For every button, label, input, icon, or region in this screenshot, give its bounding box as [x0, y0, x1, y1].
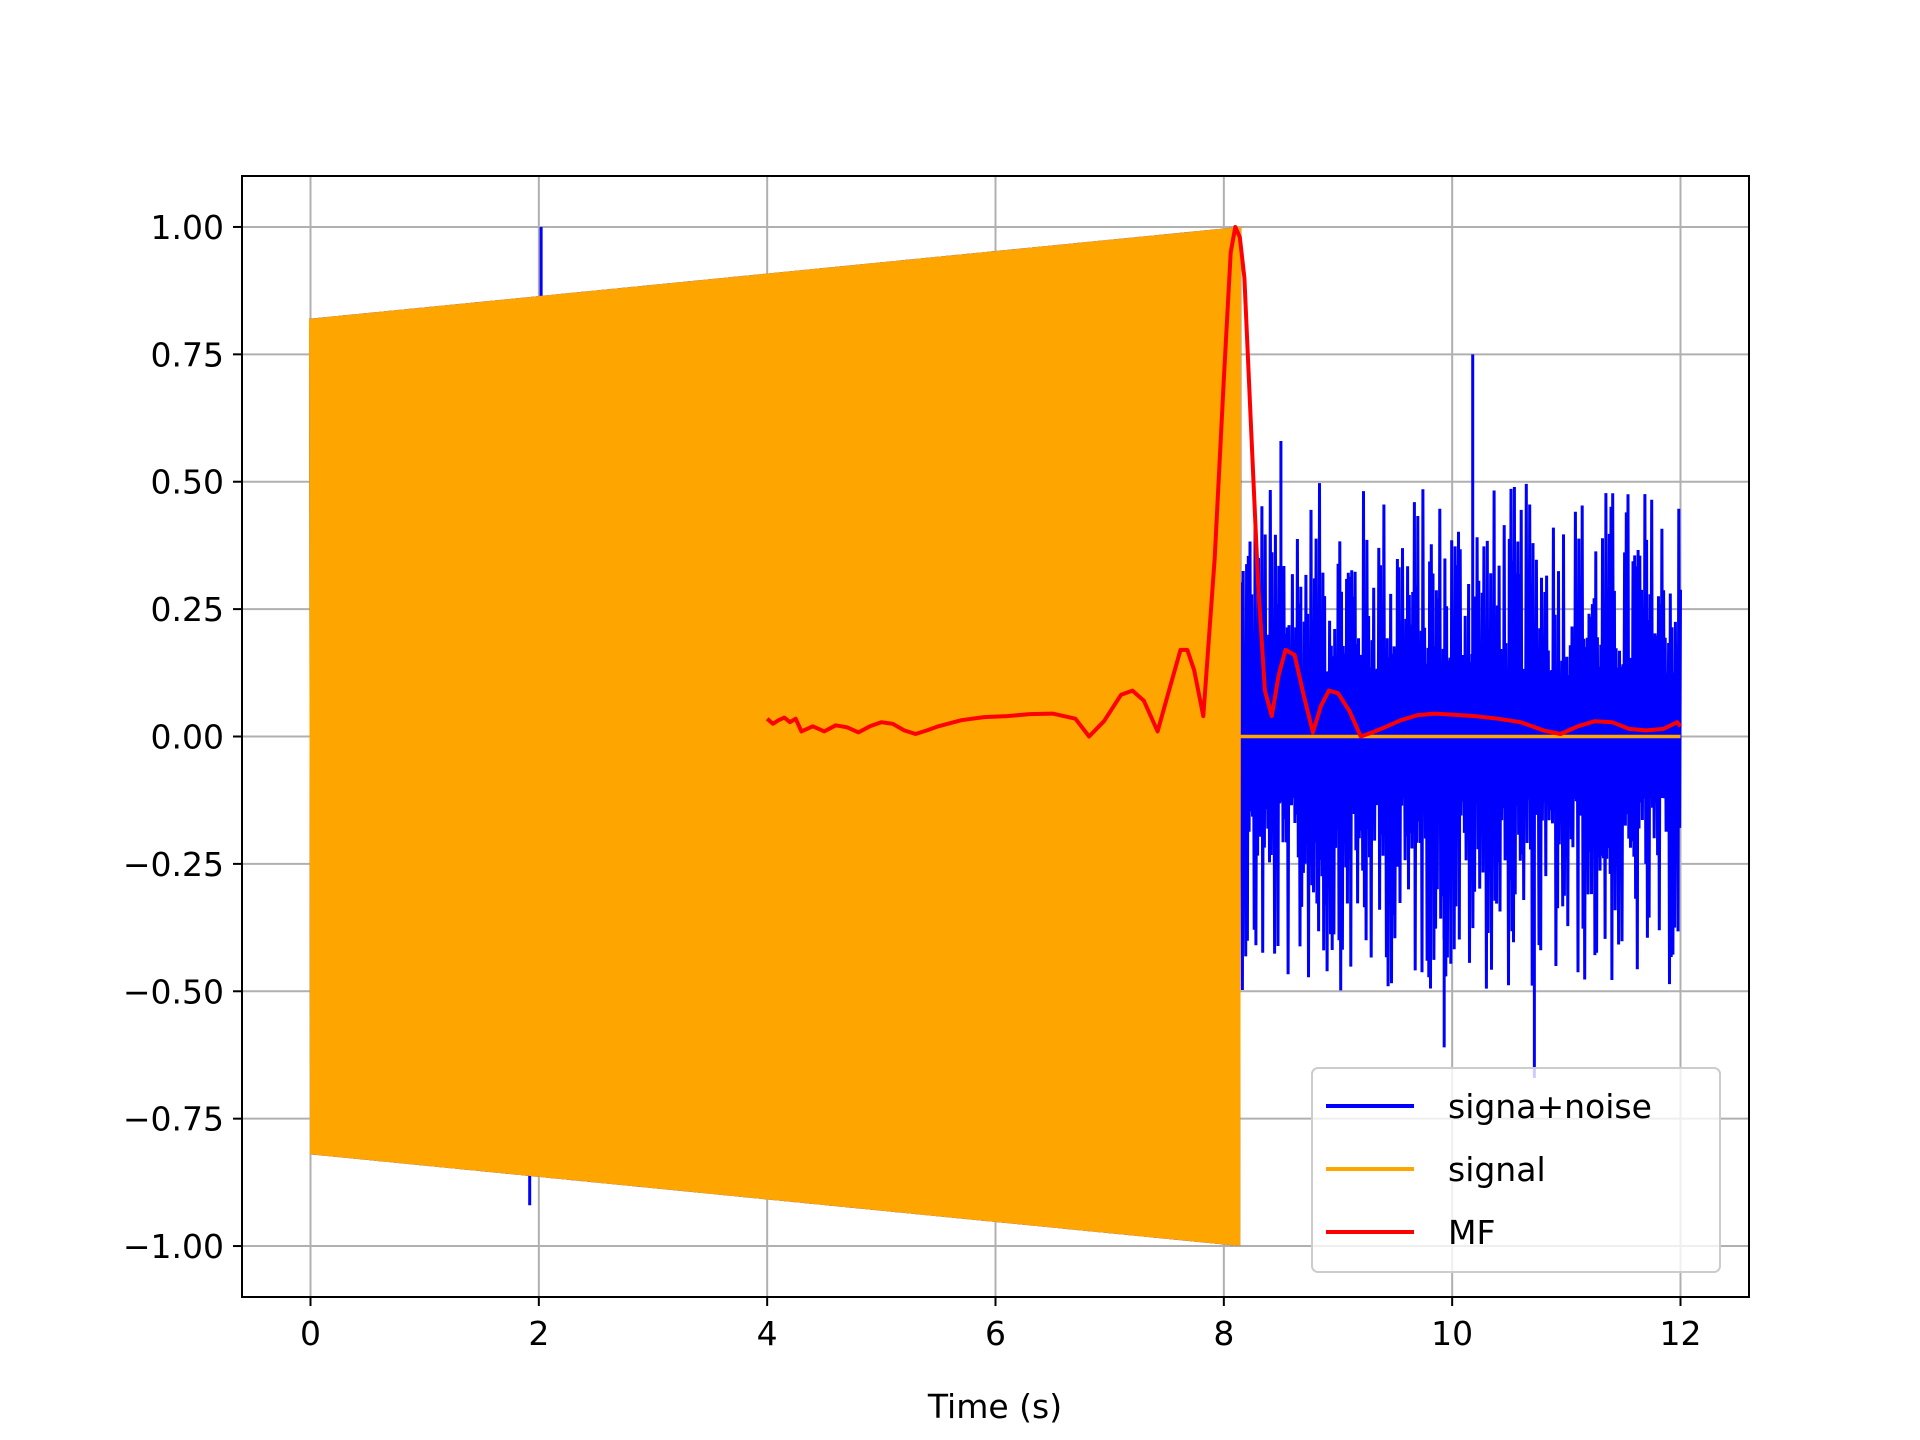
x-tick-label: 0: [300, 1314, 321, 1353]
y-tick-label: −0.50: [123, 972, 224, 1011]
x-tick-label: 4: [757, 1314, 778, 1353]
x-axis-title: Time (s): [927, 1387, 1062, 1426]
y-tick-label: 1.00: [151, 208, 224, 247]
y-tick-label: −0.75: [123, 1100, 224, 1139]
legend-label: signa+noise: [1448, 1087, 1652, 1126]
legend-box: [1311, 1067, 1721, 1273]
series-signal-line: [309, 226, 1242, 1246]
series-layer: [309, 225, 1683, 1246]
legend-label: MF: [1448, 1213, 1495, 1252]
y-tick-label: 0.00: [151, 718, 224, 757]
x-tick-label: 2: [528, 1314, 549, 1353]
legend-label: signal: [1448, 1150, 1546, 1189]
series-mf-line: [765, 225, 1683, 739]
y-tick-label: 0.25: [151, 590, 224, 629]
x-tick-label: 10: [1431, 1314, 1473, 1353]
legend: signa+noise signal MF: [1311, 1067, 1721, 1273]
x-tick-label: 6: [985, 1314, 1006, 1353]
y-tick-label: 0.50: [151, 463, 224, 502]
y-tick-label: −0.25: [123, 845, 224, 884]
x-tick-label: 12: [1660, 1314, 1702, 1353]
axis-ticks: 0 2 4 6 8 10 12 1.00 0.75 0.50 0.25 0.00 −0.25 −0.50 −…: [123, 208, 1702, 1353]
y-tick-label: −1.00: [123, 1227, 224, 1266]
y-tick-label: 0.75: [151, 335, 224, 374]
x-tick-label: 8: [1213, 1314, 1234, 1353]
